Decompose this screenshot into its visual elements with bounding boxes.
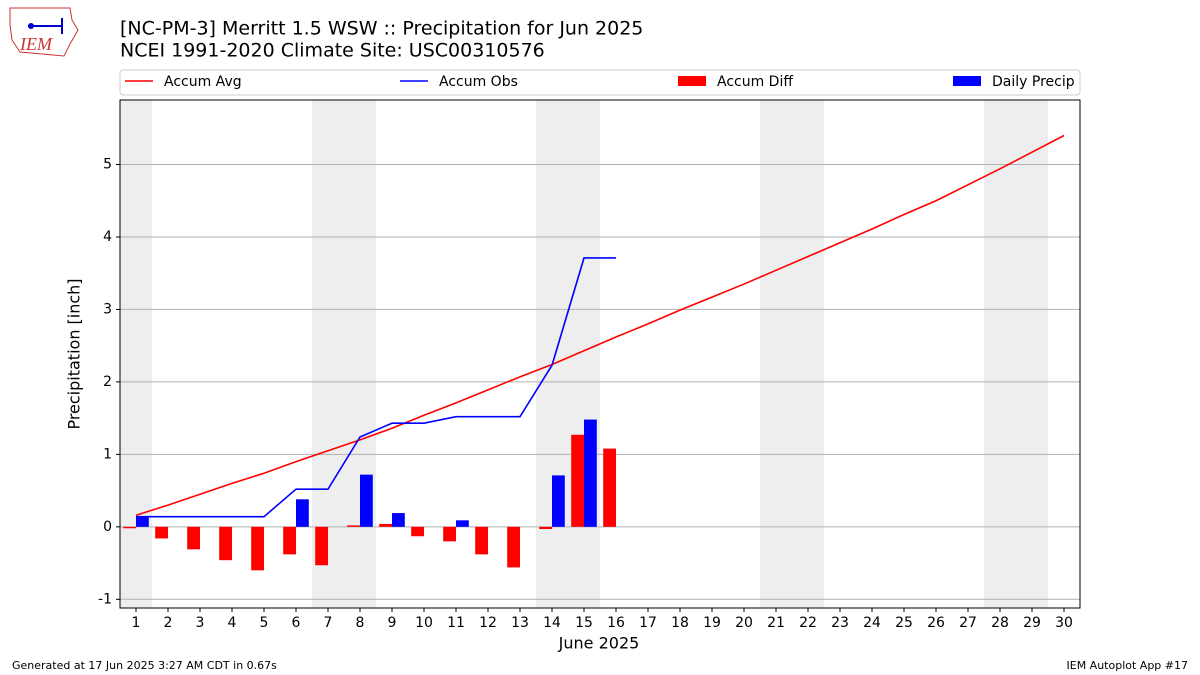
weekend-shade xyxy=(760,100,824,608)
logo: IEM xyxy=(9,7,79,57)
bar xyxy=(552,475,565,527)
bar xyxy=(136,516,149,527)
bar xyxy=(155,526,168,539)
bar xyxy=(283,526,296,555)
bar xyxy=(571,434,584,527)
y-tick-label: 5 xyxy=(103,156,112,172)
x-tick-label: 3 xyxy=(196,615,205,631)
plot-frame xyxy=(119,99,1081,609)
bar xyxy=(392,513,405,527)
x-tick-label: 28 xyxy=(991,615,1009,631)
x-tick-label: 24 xyxy=(863,615,881,631)
x-tick-label: 4 xyxy=(228,615,237,631)
line xyxy=(136,257,616,518)
x-axis-label: June 2025 xyxy=(558,634,640,653)
bar xyxy=(123,526,136,529)
weekend-shade xyxy=(536,100,600,608)
x-tick-label: 12 xyxy=(479,615,497,631)
x-tick-label: 7 xyxy=(324,615,333,631)
x-tick-label: 16 xyxy=(607,615,625,631)
x-tick-label: 13 xyxy=(511,615,529,631)
bar xyxy=(379,523,392,527)
x-tick-label: 19 xyxy=(703,615,721,631)
x-tick-label: 14 xyxy=(543,615,561,631)
bar xyxy=(507,526,520,568)
footer-right: IEM Autoplot App #17 xyxy=(1067,659,1189,672)
chart-title: [NC-PM-3] Merritt 1.5 WSW :: Precipitati… xyxy=(120,18,643,40)
x-tick-label: 25 xyxy=(895,615,913,631)
x-tick-label: 2 xyxy=(164,615,173,631)
x-tick-label: 22 xyxy=(799,615,817,631)
x-tick-label: 15 xyxy=(575,615,593,631)
weekend-shade xyxy=(120,100,152,608)
bar xyxy=(603,448,616,527)
legend xyxy=(119,69,1081,96)
bar xyxy=(539,526,552,530)
legend-swatch xyxy=(953,76,981,86)
x-tick-label: 23 xyxy=(831,615,849,631)
x-tick-label: 20 xyxy=(735,615,753,631)
x-tick-label: 17 xyxy=(639,615,657,631)
y-tick-label: 2 xyxy=(103,374,112,390)
x-tick-label: 30 xyxy=(1055,615,1073,631)
y-tick-label: 3 xyxy=(103,301,112,317)
x-tick-label: 5 xyxy=(260,615,269,631)
legend-label: Daily Precip xyxy=(992,74,1075,90)
line xyxy=(135,134,1065,517)
legend-label: Accum Diff xyxy=(717,74,793,90)
chart-subtitle: NCEI 1991-2020 Climate Site: USC00310576 xyxy=(120,40,545,62)
legend-swatch xyxy=(678,76,706,86)
bar xyxy=(475,526,488,555)
x-tick-label: 6 xyxy=(292,615,301,631)
x-tick-label: 27 xyxy=(959,615,977,631)
x-tick-label: 9 xyxy=(388,615,397,631)
bar xyxy=(347,525,360,527)
weekend-shade xyxy=(984,100,1048,608)
bar xyxy=(456,520,469,527)
bar xyxy=(251,526,264,571)
bar xyxy=(315,526,328,566)
x-tick-label: 11 xyxy=(447,615,465,631)
x-tick-label: 18 xyxy=(671,615,689,631)
bar xyxy=(584,419,597,527)
y-tick-label: 4 xyxy=(103,229,112,245)
logo-text: IEM xyxy=(19,34,53,54)
legend-label: Accum Avg xyxy=(164,74,242,90)
y-tick-label: 0 xyxy=(103,519,112,535)
x-tick-label: 1 xyxy=(132,615,141,631)
bar xyxy=(296,499,309,527)
bar xyxy=(219,526,232,561)
bar xyxy=(443,526,456,542)
x-tick-label: 10 xyxy=(415,615,433,631)
y-axis-label: Precipitation [inch] xyxy=(65,278,84,429)
x-tick-label: 26 xyxy=(927,615,945,631)
bar xyxy=(187,526,200,550)
y-tick-label: 1 xyxy=(103,446,112,462)
bar xyxy=(411,526,424,537)
x-tick-label: 29 xyxy=(1023,615,1041,631)
x-tick-label: 21 xyxy=(767,615,785,631)
legend-label: Accum Obs xyxy=(439,74,518,90)
x-tick-label: 8 xyxy=(356,615,365,631)
bar xyxy=(360,474,373,527)
footer-left: Generated at 17 Jun 2025 3:27 AM CDT in … xyxy=(12,659,277,672)
y-tick-label: -1 xyxy=(98,591,112,607)
